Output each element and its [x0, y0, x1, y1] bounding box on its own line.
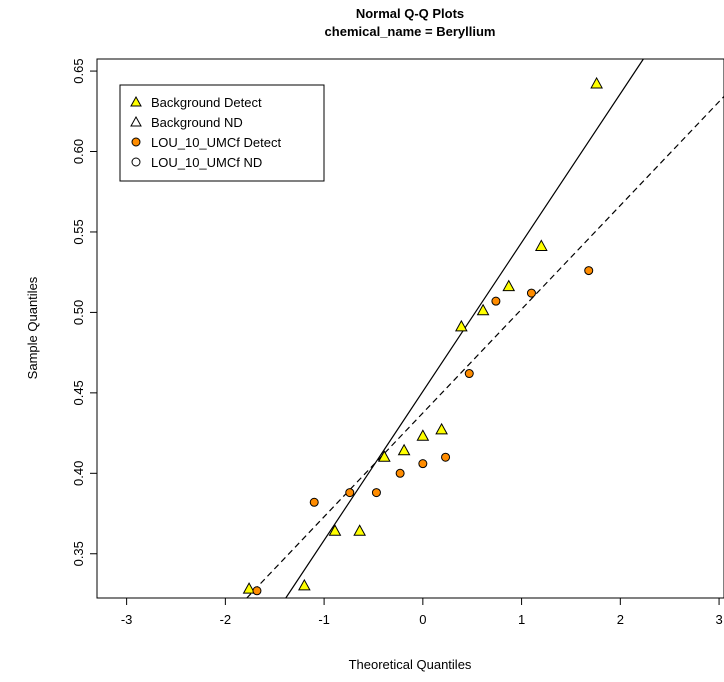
point-background-detect [397, 443, 411, 456]
point-lou-10-umcf-detect [491, 296, 501, 306]
point-lou-10-umcf-detect [309, 497, 319, 507]
point-background-detect [435, 422, 448, 435]
data-points [242, 76, 603, 596]
y-tick-label: 0.55 [71, 219, 86, 244]
legend-marker-lou-nd [131, 157, 141, 167]
point-background-detect [353, 524, 366, 536]
legend-label-background-detect: Background Detect [151, 95, 262, 110]
point-background-detect [534, 239, 548, 251]
y-tick-label: 0.65 [71, 58, 86, 83]
legend-marker-lou-detect [131, 137, 141, 147]
legend-label-background-nd: Background ND [151, 115, 243, 130]
qq-line-lou-10-umcf [246, 96, 724, 599]
chart-title: Normal Q-Q Plots [356, 6, 464, 21]
y-tick-label: 0.50 [71, 300, 86, 325]
point-lou-10-umcf-detect [395, 468, 405, 478]
point-background-detect [416, 429, 430, 441]
x-tick-label: 2 [617, 612, 624, 627]
point-lou-10-umcf-detect [526, 288, 536, 298]
y-tick-label: 0.45 [71, 380, 86, 405]
legend-label-lou-nd: LOU_10_UMCf ND [151, 155, 262, 170]
point-background-detect [377, 450, 391, 462]
x-tick-label: 3 [715, 612, 722, 627]
point-lou-10-umcf-detect [371, 488, 381, 498]
point-background-detect [298, 578, 311, 591]
legend: Background Detect Background ND LOU_10_U… [119, 84, 325, 182]
y-tick-label: 0.40 [71, 461, 86, 486]
x-tick-label: -2 [220, 612, 232, 627]
y-tick-label: 0.35 [71, 541, 86, 566]
point-lou-10-umcf-detect [464, 369, 474, 379]
legend-box [119, 84, 325, 182]
y-axis: 0.35 0.40 0.45 0.50 0.55 0.60 0.65 [71, 58, 98, 566]
point-lou-10-umcf-detect [441, 452, 451, 462]
y-axis-label: Sample Quantiles [25, 276, 40, 379]
point-lou-10-umcf-detect [584, 266, 594, 276]
point-background-detect [502, 279, 516, 292]
chart-subtitle: chemical_name = Beryllium [325, 24, 496, 39]
point-background-detect [242, 582, 256, 594]
point-background-detect [455, 319, 468, 332]
x-tick-label: 0 [419, 612, 426, 627]
x-axis-label: Theoretical Quantiles [349, 657, 472, 672]
legend-marker-background-detect [130, 95, 142, 107]
point-background-detect [328, 524, 342, 536]
point-lou-10-umcf-detect [252, 586, 262, 596]
legend-marker-background-nd [130, 115, 142, 127]
x-axis: -3 -2 -1 0 1 2 3 [121, 597, 723, 627]
x-tick-label: -3 [121, 612, 133, 627]
point-lou-10-umcf-detect [418, 459, 428, 469]
x-tick-label: 1 [518, 612, 525, 627]
point-background-detect [476, 303, 490, 316]
y-tick-label: 0.60 [71, 139, 86, 164]
x-tick-label: -1 [318, 612, 330, 627]
legend-label-lou-detect: LOU_10_UMCf Detect [151, 135, 281, 150]
point-background-detect [590, 76, 603, 89]
point-lou-10-umcf-detect [345, 488, 355, 498]
